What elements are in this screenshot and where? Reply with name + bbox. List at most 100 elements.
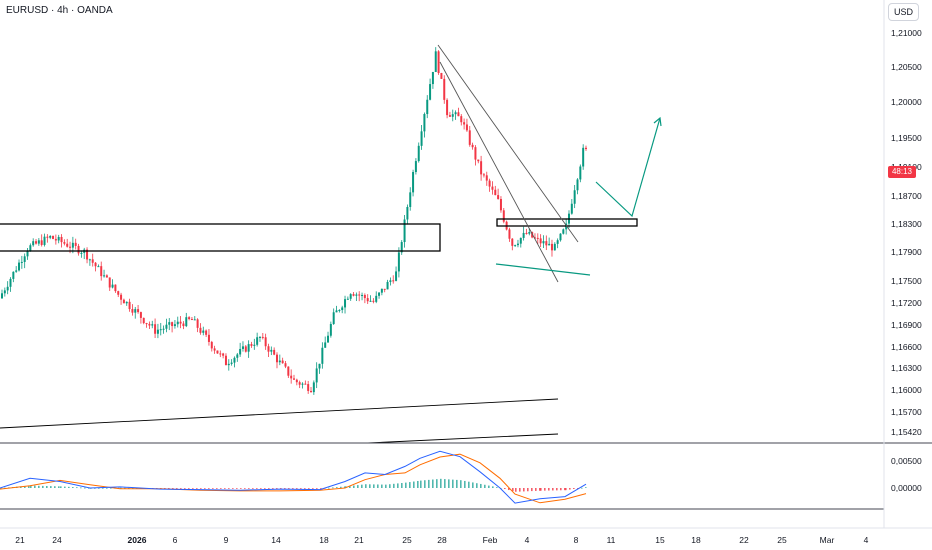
support-trendline[interactable] — [495, 263, 591, 276]
candle-body — [463, 122, 466, 125]
candle-body — [460, 116, 463, 123]
symbol-title[interactable]: EURUSD · 4h · OANDA — [6, 5, 113, 16]
time-tick-label: 21 — [15, 535, 25, 545]
histogram-bar — [428, 479, 430, 488]
projected-path[interactable] — [595, 117, 661, 218]
candle-body — [304, 383, 307, 385]
candle-body — [176, 321, 179, 325]
candle-body — [318, 363, 321, 369]
candle-body — [451, 114, 454, 117]
candle-body — [179, 321, 182, 324]
candle-body — [185, 317, 188, 327]
downtrend-line-inner[interactable] — [439, 61, 559, 283]
candle-body — [355, 294, 358, 296]
resistance-zone[interactable] — [0, 223, 441, 252]
candle-body — [46, 236, 49, 238]
candle-body — [125, 301, 128, 304]
time-axis[interactable]: 21 24 2026 6 9 14 18 21 25 28 Feb 4 8 11 15 18 22 25 Mar 4 — [15, 535, 868, 545]
candle-body — [539, 238, 542, 244]
price-tick-label: 1,21000 — [891, 28, 922, 38]
channel-line-upper[interactable] — [367, 433, 559, 444]
currency-button[interactable]: USD — [888, 3, 919, 21]
candle-body — [312, 382, 315, 393]
channel-line-lower[interactable] — [0, 398, 559, 429]
histogram-bar — [180, 488, 182, 489]
candle-body — [108, 277, 111, 288]
candle-body — [437, 51, 440, 73]
price-axis[interactable]: 1,210001,205001,200001,195001,191001,187… — [891, 28, 922, 437]
histogram-bar — [496, 487, 498, 488]
candle-body — [63, 242, 66, 244]
candle-body — [499, 198, 502, 211]
histogram-bar — [373, 484, 375, 488]
histogram-bar — [480, 483, 482, 488]
candle-body — [148, 323, 151, 326]
time-tick-label: 9 — [224, 535, 229, 545]
histogram-bar — [344, 486, 346, 488]
histogram-bar — [569, 488, 571, 490]
price-tick-label: 1,17900 — [891, 247, 922, 257]
histogram-bar — [565, 488, 567, 491]
histogram-bar — [316, 488, 318, 489]
histogram-bar — [484, 484, 486, 488]
time-tick-label: 15 — [655, 535, 665, 545]
price-tick-label: 1,18300 — [891, 219, 922, 229]
candle-body — [344, 299, 347, 308]
price-tick-label: 1,20000 — [891, 97, 922, 107]
candle-body — [522, 232, 525, 238]
candle-body — [52, 235, 55, 239]
downtrend-line-outer[interactable] — [437, 44, 579, 243]
candle-body — [230, 362, 233, 364]
candle-body — [562, 229, 565, 234]
histogram-bar — [440, 478, 442, 488]
histogram-bar — [577, 488, 579, 489]
candle-body — [168, 322, 171, 325]
candle-body — [131, 309, 134, 313]
candle-body — [86, 249, 89, 260]
time-tick-label: 4 — [864, 535, 869, 545]
histogram-bar — [244, 488, 246, 489]
candle-body — [550, 243, 553, 251]
histogram-bar — [172, 488, 174, 489]
candle-body — [446, 99, 449, 116]
candle-body — [278, 360, 281, 363]
histogram-bar — [280, 488, 282, 489]
histogram-bar — [488, 485, 490, 488]
candle-body — [417, 145, 420, 162]
candle-body — [457, 112, 460, 117]
candle-body — [440, 72, 443, 79]
histogram-bar — [548, 488, 550, 491]
candle-body — [233, 357, 236, 363]
candle-body — [145, 323, 148, 325]
histogram-bar — [38, 485, 40, 488]
candle-body — [375, 295, 378, 302]
candle-body — [293, 378, 295, 380]
candle-body — [409, 192, 412, 207]
histogram-bar — [385, 484, 387, 488]
histogram-bar — [276, 488, 278, 489]
candle-body — [545, 241, 548, 246]
candle-body — [315, 368, 318, 383]
candle-body — [80, 252, 83, 254]
indicator-tick-label: 0,00000 — [891, 483, 922, 493]
candle-body — [74, 242, 77, 246]
time-tick-label: 21 — [354, 535, 364, 545]
candle-body — [103, 275, 106, 277]
candle-body — [335, 310, 338, 313]
candle-body — [182, 323, 185, 327]
candle-body — [508, 229, 511, 239]
candle-body — [60, 236, 63, 243]
price-tick-label: 1,18700 — [891, 191, 922, 201]
candle-body — [491, 186, 494, 190]
histogram-bar — [504, 488, 506, 490]
histogram-bar — [98, 487, 100, 489]
histogram-bar — [184, 488, 186, 489]
histogram-bar — [34, 485, 36, 488]
candle-body — [429, 84, 432, 100]
candle-body — [502, 210, 505, 222]
candle-body — [412, 172, 415, 193]
candle-body — [585, 147, 587, 150]
candle-body — [383, 288, 386, 290]
candle-body — [154, 324, 157, 334]
